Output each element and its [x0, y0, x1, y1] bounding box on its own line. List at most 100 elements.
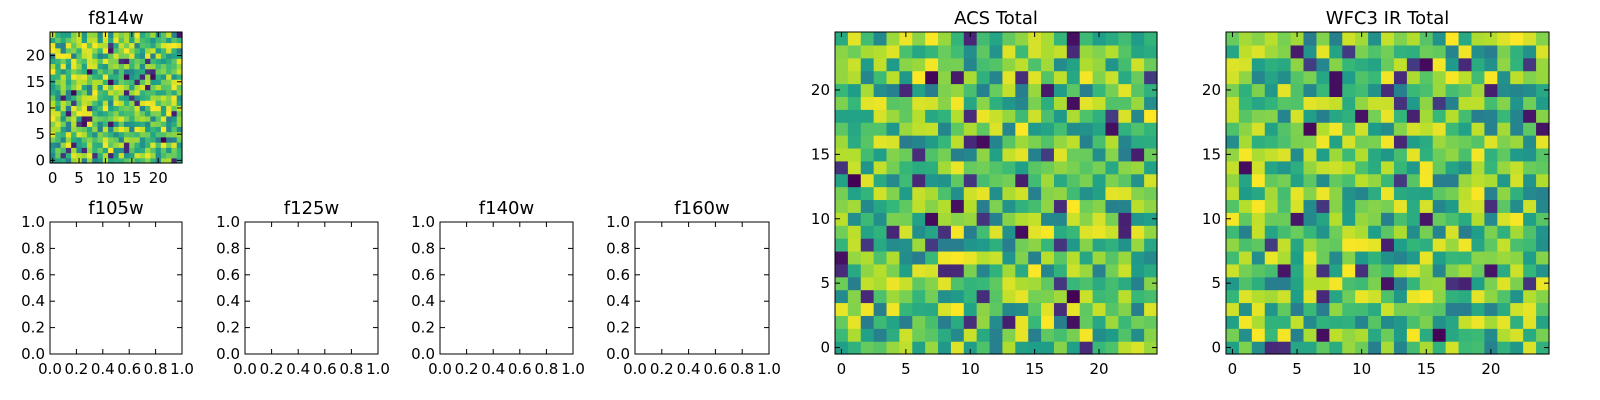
heatmap-cell — [1393, 44, 1408, 59]
heatmap-cell — [886, 96, 900, 110]
heatmap-cell — [60, 147, 67, 154]
heatmap-cell — [1015, 70, 1029, 85]
heatmap-cell — [976, 122, 991, 136]
heatmap-cell — [134, 110, 141, 117]
heatmap-cell — [113, 68, 120, 75]
heatmap-cell — [1144, 135, 1158, 149]
heatmap-cell — [1432, 96, 1447, 110]
heatmap-cell — [1316, 70, 1330, 85]
heatmap-cell — [860, 225, 875, 239]
heatmap-cell — [1053, 122, 1068, 136]
heatmap-cell — [1458, 160, 1473, 175]
heatmap-cell — [123, 63, 130, 70]
heatmap-cell — [1329, 225, 1343, 239]
heatmap-cell — [950, 160, 965, 175]
heatmap-cell — [139, 63, 146, 70]
heatmap-cell — [1406, 302, 1421, 316]
heatmap-cell — [860, 109, 875, 123]
heatmap-cell — [1041, 83, 1055, 97]
heatmap-cell — [65, 89, 72, 96]
heatmap-cell — [1002, 250, 1016, 265]
heatmap-cell — [166, 152, 173, 159]
heatmap-cell — [1303, 341, 1318, 355]
heatmap-cell — [1002, 328, 1016, 342]
heatmap-cell — [76, 147, 83, 154]
heatmap-cell — [976, 315, 991, 329]
heatmap-cell — [1105, 83, 1119, 97]
heatmap-cell — [55, 126, 62, 133]
heatmap-cell — [1118, 44, 1132, 59]
heatmap-cell — [886, 199, 900, 213]
heatmap-cell — [139, 121, 146, 127]
heatmap-cell — [155, 136, 162, 143]
heatmap-cell — [1028, 135, 1042, 149]
heatmap-cell — [989, 57, 1004, 72]
heatmap-cell — [1523, 173, 1537, 188]
heatmap-cell — [129, 73, 136, 80]
heatmap-cell — [1471, 173, 1485, 188]
heatmap-cell — [81, 136, 88, 143]
heatmap-cell — [92, 105, 99, 112]
heatmap-cell — [1226, 122, 1240, 136]
heatmap-cell — [1251, 135, 1266, 149]
x-tick-label: 1.0 — [561, 360, 585, 378]
heatmap-cell — [1316, 186, 1330, 201]
heatmap-cell — [1118, 147, 1132, 162]
heatmap-cell — [1277, 315, 1292, 329]
heatmap-cell — [1393, 199, 1408, 213]
heatmap-cell — [1303, 315, 1318, 329]
heatmap-cell — [160, 110, 167, 117]
heatmap-cell — [938, 186, 952, 201]
heatmap-cell — [860, 135, 875, 149]
heatmap-cell — [1277, 328, 1292, 342]
heatmap-cell — [171, 105, 178, 112]
heatmap-cell — [976, 83, 991, 97]
heatmap-cell — [71, 47, 77, 54]
heatmap-cell — [963, 276, 978, 291]
heatmap-cell — [71, 42, 77, 49]
heatmap-cell — [1118, 135, 1132, 149]
heatmap-cell — [1484, 44, 1498, 59]
heatmap-cell — [925, 109, 939, 123]
heatmap-cell — [1277, 44, 1292, 59]
heatmap-cell — [1368, 147, 1382, 162]
heatmap-cell — [1105, 32, 1119, 46]
heatmap-cell — [1432, 160, 1447, 175]
heatmap-cell — [1355, 289, 1369, 304]
heatmap-cell — [160, 63, 167, 70]
heatmap-cell — [145, 152, 151, 159]
heatmap-cell — [50, 100, 56, 106]
heatmap-cell — [97, 105, 104, 112]
heatmap-cell — [134, 42, 141, 49]
heatmap-cell — [899, 96, 913, 110]
heatmap-cell — [1303, 160, 1318, 175]
heatmap-cell — [950, 302, 965, 316]
heatmap-cell — [55, 89, 62, 96]
heatmap-cell — [1316, 135, 1330, 149]
heatmap-cell — [1406, 186, 1421, 201]
heatmap-cell — [1041, 212, 1055, 226]
heatmap-cell — [873, 250, 888, 265]
heatmap-cell — [912, 109, 926, 123]
heatmap-cell — [847, 122, 862, 136]
heatmap-cell — [71, 89, 77, 96]
heatmap-cell — [873, 238, 888, 252]
heatmap-cell — [1028, 250, 1042, 265]
heatmap-cell — [160, 131, 167, 138]
heatmap-cell — [1484, 109, 1498, 123]
heatmap-cell — [1290, 70, 1305, 85]
x-tick-label: 15 — [122, 169, 141, 187]
heatmap-cell — [1066, 96, 1081, 110]
heatmap-cell — [976, 135, 991, 149]
heatmap-cell — [1251, 96, 1266, 110]
heatmap-cell — [886, 225, 900, 239]
heatmap-cell — [1092, 57, 1107, 72]
heatmap-cell — [1497, 212, 1511, 226]
heatmap-cell — [976, 250, 991, 265]
heatmap-cell — [835, 173, 849, 188]
heatmap-cell — [134, 52, 141, 59]
heatmap-cell — [1316, 147, 1330, 162]
heatmap-cell — [65, 63, 72, 70]
heatmap-cell — [1238, 199, 1253, 213]
y-tick-label: 0.0 — [411, 345, 435, 363]
